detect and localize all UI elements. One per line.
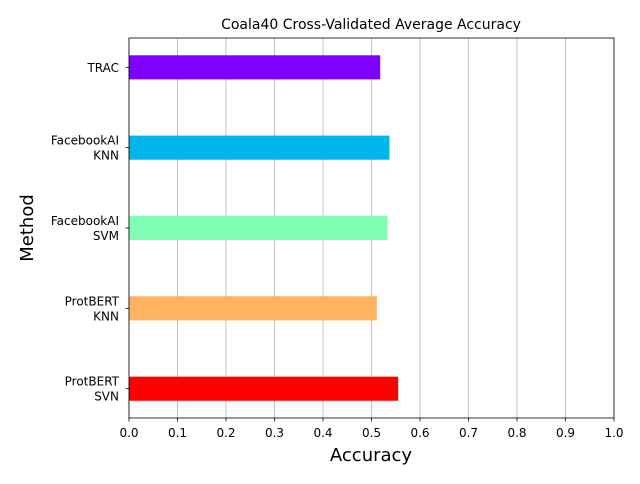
y-tick-label-line: SVM [93,229,119,243]
x-tick-label: 0.3 [265,426,284,440]
bar [129,215,388,241]
y-tick-label: FacebookAI KNN [51,134,119,163]
x-tick-label: 0.1 [168,426,187,440]
y-tick-label-line: FacebookAI [51,214,119,228]
y-axis-label: Method [17,194,38,262]
y-tick-label: FacebookAI SVM [51,214,119,243]
x-tick-label: 0.6 [410,426,429,440]
y-tick-label-line: SVN [94,390,119,404]
y-tick-label-line: KNN [93,309,119,323]
y-tick-label-line: TRAC [86,61,119,75]
y-tick-label-line: ProtBERT [65,375,120,389]
x-tick-label: 0.0 [119,426,138,440]
chart-title: Coala40 Cross-Validated Average Accuracy [221,17,521,33]
x-tick-label: 1.0 [604,426,623,440]
y-tick-label: ProtBERT KNN [65,294,120,323]
bar [129,296,377,321]
x-tick-label: 0.9 [556,426,575,440]
x-tick-label: 0.5 [362,426,381,440]
x-tick-label: 0.7 [459,426,478,440]
y-tick-label-line: KNN [93,149,119,163]
bar [129,55,381,80]
bar [129,135,390,160]
x-axis-label: Accuracy [330,445,413,466]
x-tick-label: 0.2 [216,426,235,440]
y-tick-label: ProtBERT SVN [65,375,120,404]
y-tick-label-line: FacebookAI [51,134,119,148]
y-tick-label: TRAC [86,61,119,75]
y-tick-label-line: ProtBERT [65,294,120,308]
bars [129,55,399,401]
axes: 0.0 0.1 0.2 0.3 0.4 0.5 0.6 0.7 0.8 0.9 1.0 ProtBER… [51,37,624,440]
plot-frame [128,37,615,419]
bar [129,376,399,401]
x-tick-label: 0.8 [507,426,526,440]
x-tick-label: 0.4 [313,426,332,440]
